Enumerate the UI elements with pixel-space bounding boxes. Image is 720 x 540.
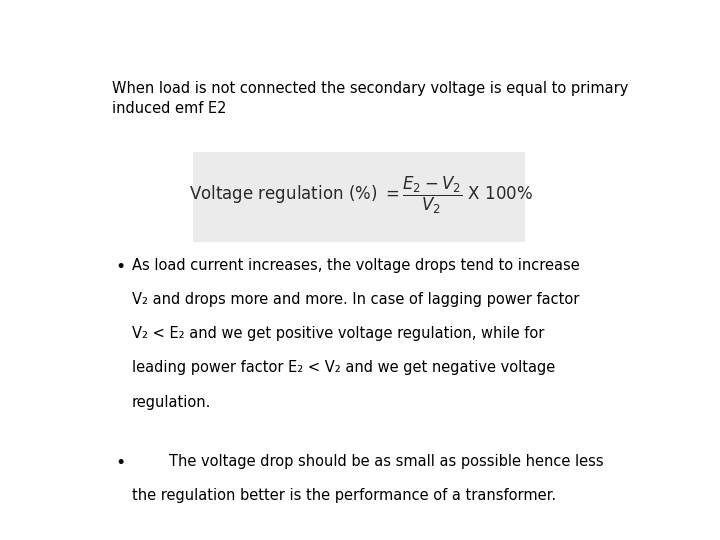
Text: V₂ and drops more and more. In case of lagging power factor: V₂ and drops more and more. In case of l… [132, 292, 579, 307]
Text: •: • [115, 258, 125, 276]
Text: When load is not connected the secondary voltage is equal to primary
induced emf: When load is not connected the secondary… [112, 82, 629, 116]
Text: •: • [115, 454, 125, 471]
Text: V₂ < E₂ and we get positive voltage regulation, while for: V₂ < E₂ and we get positive voltage regu… [132, 326, 544, 341]
Text: leading power factor E₂ < V₂ and we get negative voltage: leading power factor E₂ < V₂ and we get … [132, 360, 555, 375]
Text: the regulation better is the performance of a transformer.: the regulation better is the performance… [132, 488, 556, 503]
Text: The voltage drop should be as small as possible hence less: The voltage drop should be as small as p… [132, 454, 603, 469]
Text: Voltage regulation (%) $= \dfrac{E_2 - V_2}{V_2}$ X 100%: Voltage regulation (%) $= \dfrac{E_2 - V… [189, 175, 533, 217]
Text: regulation.: regulation. [132, 395, 211, 409]
Text: As load current increases, the voltage drops tend to increase: As load current increases, the voltage d… [132, 258, 580, 273]
FancyBboxPatch shape [193, 152, 526, 241]
